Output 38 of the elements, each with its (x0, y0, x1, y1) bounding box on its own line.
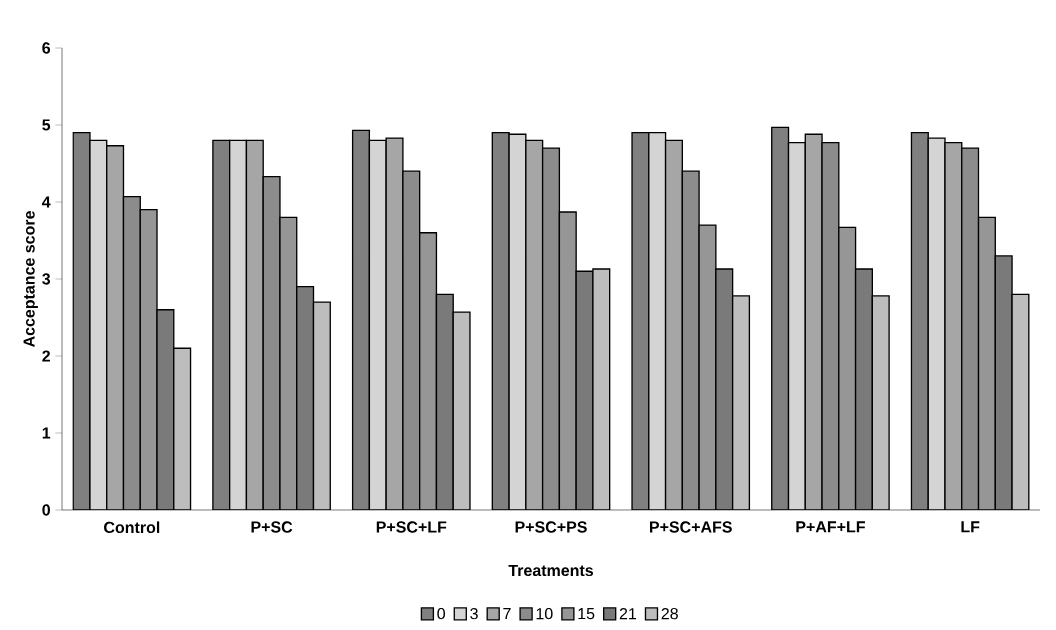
x-tick-label: P+SC+PS (515, 521, 587, 533)
bar (296, 286, 315, 510)
legend-label: 7 (503, 608, 511, 620)
y-axis-title: Acceptance score (23, 211, 38, 348)
legend-label: 21 (619, 607, 637, 620)
y-tick-label: 6 (42, 42, 51, 54)
y-tick-label: 0 (42, 504, 50, 516)
bar (245, 139, 264, 510)
y-tick-label: 1 (42, 427, 51, 439)
bar (312, 301, 331, 510)
x-tick-label: P+SC+LF (376, 521, 447, 533)
bar (731, 295, 751, 510)
bar (106, 145, 125, 510)
y-tick-label: 5 (42, 119, 51, 131)
bar (771, 126, 790, 510)
y-tick-label: 3 (42, 273, 51, 285)
legend-label: 28 (661, 607, 678, 620)
bar (787, 142, 806, 510)
x-tick-label: P+AF+LF (796, 521, 865, 533)
legend-label: 10 (536, 607, 553, 620)
bar (435, 293, 454, 510)
bar (854, 268, 874, 510)
bar (229, 139, 248, 510)
y-tick-label: 4 (41, 196, 51, 208)
legend-label: 3 (470, 607, 478, 620)
bar (351, 129, 371, 510)
bar (173, 347, 192, 510)
legend-label: 0 (437, 607, 446, 620)
y-tick-label: 2 (42, 350, 50, 362)
x-tick-label: Control (104, 521, 160, 534)
bar (910, 132, 929, 510)
x-tick-label: P+SC+AFS (649, 521, 732, 533)
bar (664, 139, 683, 510)
x-tick-label: LF (961, 521, 980, 533)
bar (648, 132, 667, 510)
x-axis-title: Treatments (508, 564, 594, 577)
legend-label: 15 (578, 608, 595, 620)
x-tick-label: P+SC (251, 521, 293, 533)
